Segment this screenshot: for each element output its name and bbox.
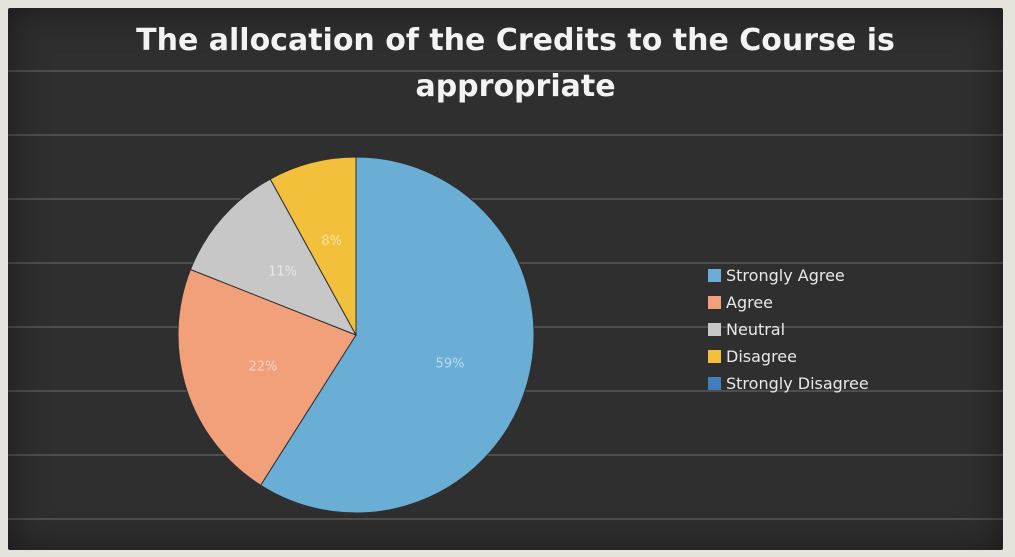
pie-data-label: 11% <box>268 264 297 279</box>
pie-data-label: 22% <box>248 359 277 374</box>
legend: Strongly Agree Agree Neutral Disagree St… <box>708 262 869 397</box>
pie-data-label: 8% <box>321 234 342 249</box>
pie-slice-agree <box>177 268 357 486</box>
legend-swatch <box>708 323 721 336</box>
legend-swatch <box>708 377 721 390</box>
legend-item-disagree: Disagree <box>708 343 869 370</box>
legend-label: Strongly Disagree <box>726 374 869 393</box>
legend-swatch <box>708 296 721 309</box>
legend-swatch <box>708 350 721 363</box>
chart-title: The allocation of the Credits to the Cou… <box>136 23 895 104</box>
legend-label: Disagree <box>726 347 797 366</box>
legend-label: Agree <box>726 293 774 312</box>
legend-swatch <box>708 269 721 282</box>
legend-label: Neutral <box>726 320 786 339</box>
pie-slice-strongly-agree <box>259 156 535 514</box>
legend-item-neutral: Neutral <box>708 316 869 343</box>
pie-slice-disagree <box>269 156 357 336</box>
pie-data-label: 59% <box>436 356 465 371</box>
legend-item-strongly-agree: Strongly Agree <box>708 262 869 289</box>
legend-item-agree: Agree <box>708 289 869 316</box>
legend-label: Strongly Agree <box>726 266 845 285</box>
legend-item-strongly-disagree: Strongly Disagree <box>708 370 869 397</box>
pie-slice-neutral <box>189 178 358 336</box>
